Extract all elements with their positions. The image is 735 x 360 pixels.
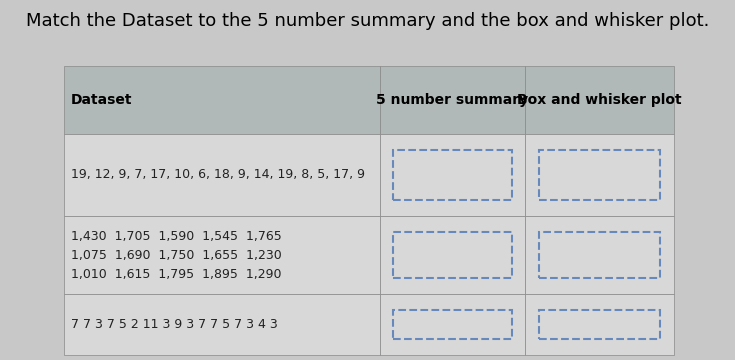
Text: Box and whisker plot: Box and whisker plot xyxy=(517,93,682,107)
Text: 7 7 3 7 5 2 11 3 9 3 7 7 5 7 3 4 3: 7 7 3 7 5 2 11 3 9 3 7 7 5 7 3 4 3 xyxy=(71,318,277,331)
Text: Dataset: Dataset xyxy=(71,93,132,107)
FancyBboxPatch shape xyxy=(526,134,674,216)
Text: 5 number summary: 5 number summary xyxy=(376,93,528,107)
Text: 1,430  1,705  1,590  1,545  1,765
1,075  1,690  1,750  1,655  1,230
1,010  1,615: 1,430 1,705 1,590 1,545 1,765 1,075 1,69… xyxy=(71,230,282,280)
FancyBboxPatch shape xyxy=(380,216,526,294)
Text: Match the Dataset to the 5 number summary and the box and whisker plot.: Match the Dataset to the 5 number summar… xyxy=(26,12,709,30)
FancyBboxPatch shape xyxy=(65,134,380,216)
FancyBboxPatch shape xyxy=(393,150,512,200)
FancyBboxPatch shape xyxy=(380,134,526,216)
FancyBboxPatch shape xyxy=(539,150,660,200)
FancyBboxPatch shape xyxy=(539,310,660,339)
FancyBboxPatch shape xyxy=(526,294,674,355)
FancyBboxPatch shape xyxy=(65,216,380,294)
FancyBboxPatch shape xyxy=(65,294,380,355)
FancyBboxPatch shape xyxy=(380,66,526,134)
FancyBboxPatch shape xyxy=(380,294,526,355)
FancyBboxPatch shape xyxy=(393,232,512,278)
Text: 19, 12, 9, 7, 17, 10, 6, 18, 9, 14, 19, 8, 5, 17, 9: 19, 12, 9, 7, 17, 10, 6, 18, 9, 14, 19, … xyxy=(71,168,365,181)
FancyBboxPatch shape xyxy=(65,66,380,134)
FancyBboxPatch shape xyxy=(526,216,674,294)
FancyBboxPatch shape xyxy=(393,310,512,339)
FancyBboxPatch shape xyxy=(526,66,674,134)
FancyBboxPatch shape xyxy=(539,232,660,278)
